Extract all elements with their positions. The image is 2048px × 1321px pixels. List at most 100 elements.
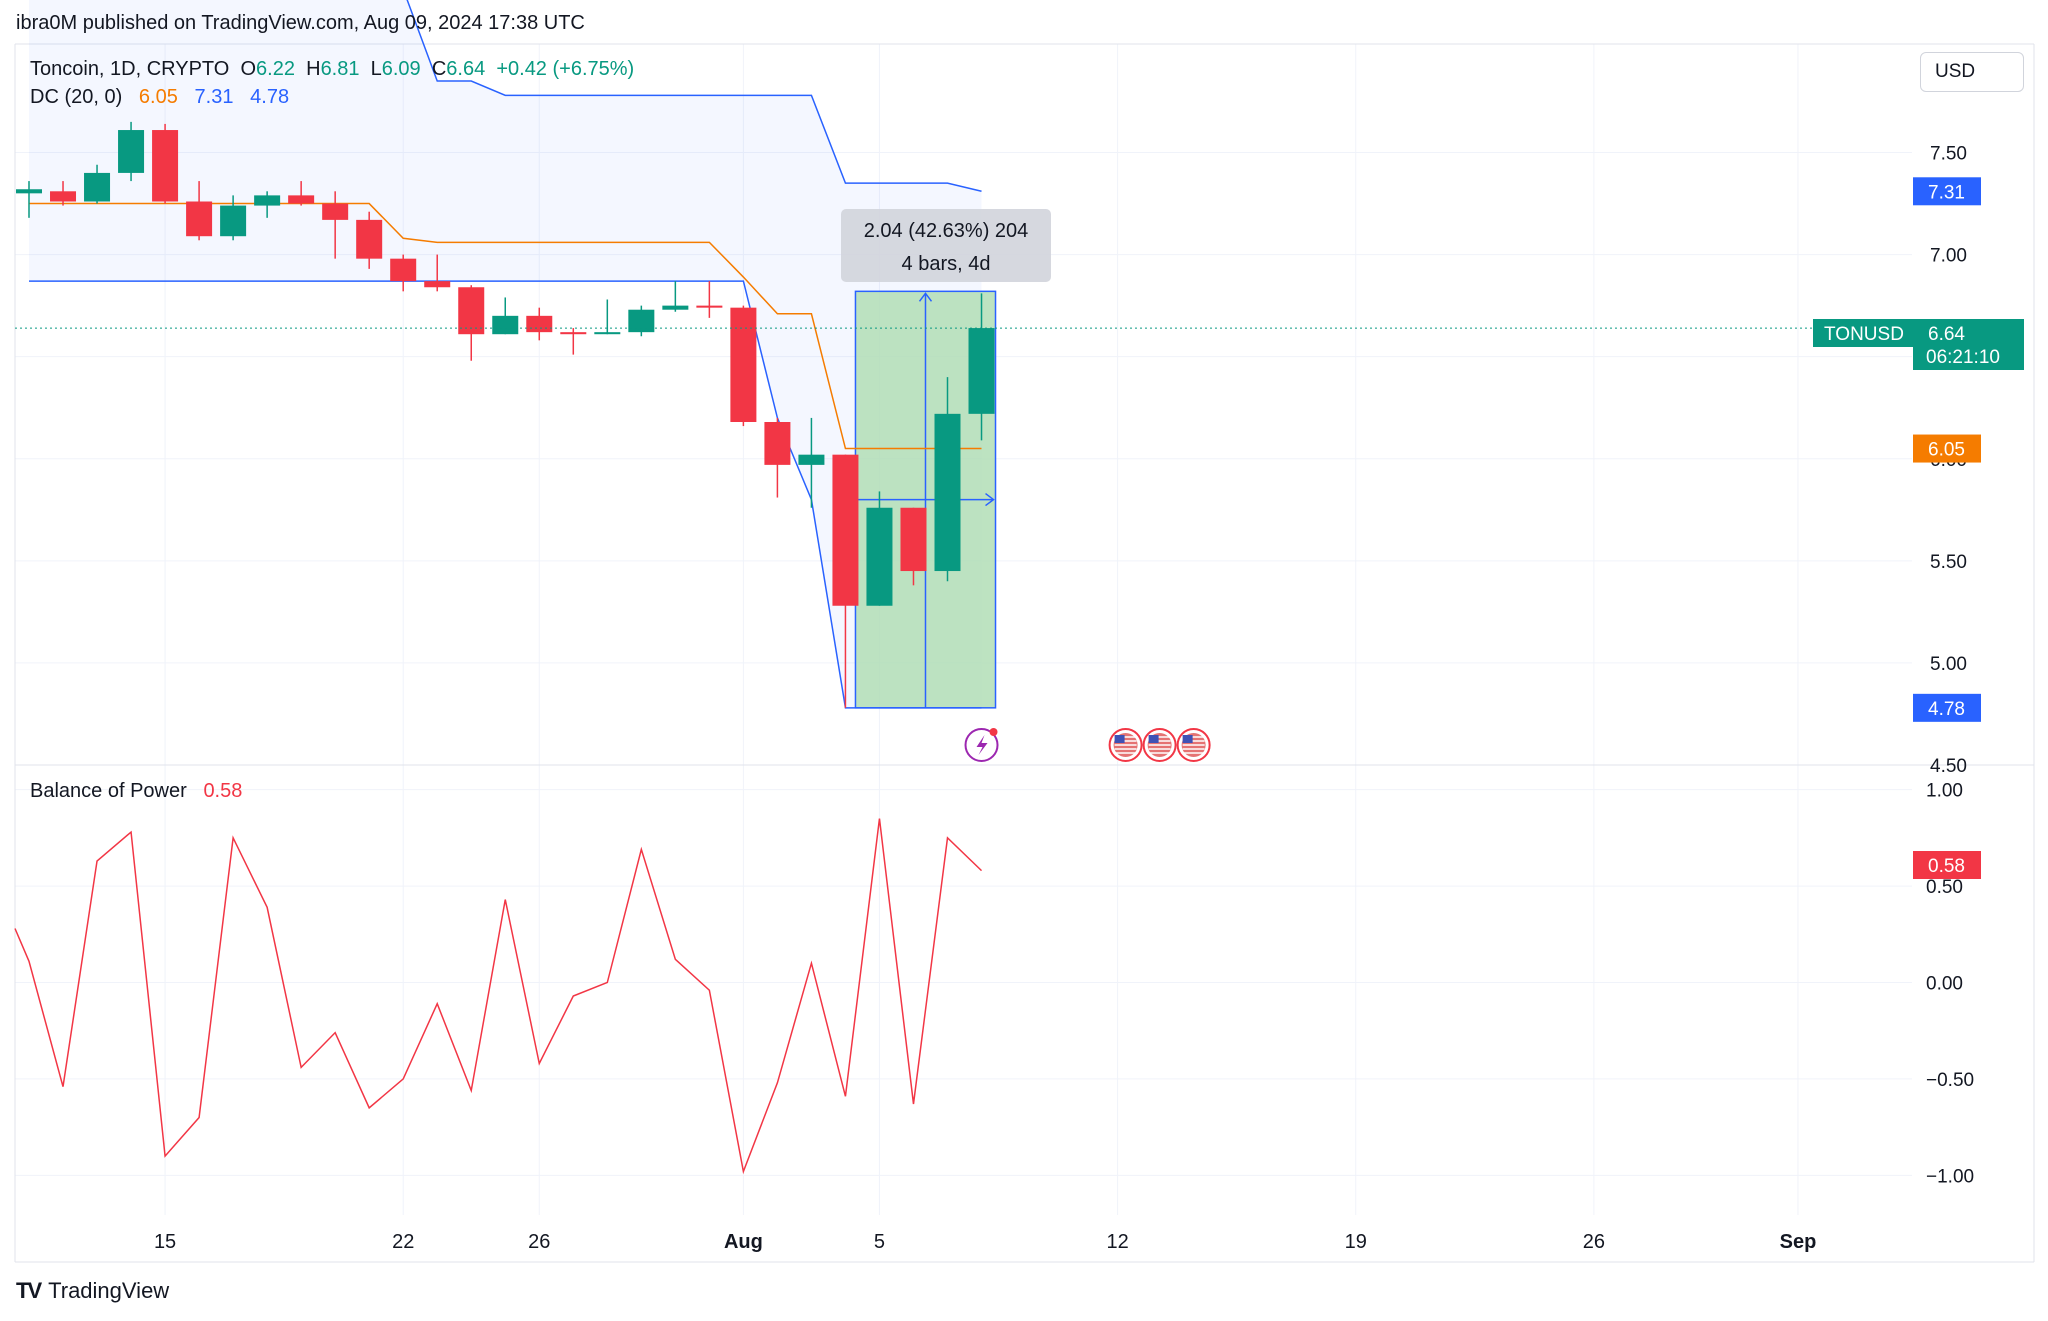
close-value: 6.64 [446,58,486,80]
candle-body [220,205,247,237]
last-price-label: 6.64 [1928,324,1965,345]
scale-value-badge [1913,434,1981,463]
candle-body [254,195,281,206]
publisher-line: ibra0M published on TradingView.com, Aug… [16,12,585,34]
symbol-name[interactable]: Toncoin, 1D, CRYPTO [30,58,230,80]
bop-tick-label: 0.00 [1926,974,1963,995]
us-flag-canton [1148,735,1159,743]
donchian-band-fill [29,0,982,708]
bop-value-badge [1913,851,1981,879]
bop-tick-label: 1.00 [1926,781,1963,802]
candle-body [934,413,961,572]
candle-body [730,307,757,422]
bop-label[interactable]: Balance of Power [30,780,187,802]
high-value: 6.81 [320,58,360,80]
bop-tick-label: 0.50 [1926,877,1963,898]
candle-body [390,258,417,282]
us-flag-canton [1114,735,1125,743]
scale-value-label: 7.31 [1928,182,1965,203]
dc-label[interactable]: DC (20, 0) [30,86,123,108]
lightning-glyph [976,735,988,755]
candle-body [764,422,791,465]
tradingview-logo-icon: TV [16,1278,42,1303]
measure-tooltip: 2.04 (42.63%) 204 4 bars, 4d [841,209,1051,282]
candle-body [662,305,689,310]
price-tick-label: 5.50 [1930,552,1967,573]
last-price-badge [1913,319,2024,370]
time-tick-label: Sep [1780,1231,1817,1253]
notification-dot [989,728,998,736]
open-value: 6.22 [256,58,295,80]
candle-body [186,201,213,237]
price-tick-label: 7.50 [1930,144,1967,165]
us-flag-canton [1182,735,1193,743]
countdown-label: 06:21:10 [1926,347,2000,368]
scale-value-badge [1913,177,1981,206]
ticker-badge[interactable] [1813,319,1915,347]
bop-line [14,818,983,1175]
donchian-upper-line [406,0,982,193]
tradingview-brand-text: TradingView [48,1278,170,1303]
candle-body [458,287,485,335]
scale-value-badge [1913,693,1981,722]
candle-body [968,328,995,414]
time-tick-label: 15 [154,1231,176,1253]
candle-body [560,332,587,335]
candle-body [152,130,179,202]
donchian-legend: DC (20, 0) 6.05 7.31 4.78 [30,86,289,109]
time-axis[interactable]: 15 22 26 Aug 5 12 19 26 Sep [154,1231,1816,1253]
ticker-label: TONUSD [1824,324,1904,345]
bop-legend: Balance of Power 0.58 [30,780,242,803]
bop-legend-value: 0.58 [203,780,243,802]
symbol-legend: Toncoin, 1D, CRYPTO O6.22 H6.81 L6.09 C6… [30,58,634,81]
candle-body [832,454,859,606]
scale-value-label: 4.78 [1928,699,1965,720]
time-tick-label: 22 [392,1231,414,1253]
candle-body [118,130,145,173]
event-markers[interactable] [964,728,1211,762]
candlestick-series [15,121,1815,708]
time-tick-label: 19 [1345,1231,1367,1253]
candle-body [322,203,349,220]
candle-body [900,507,927,572]
donchian-lower-line [29,280,982,709]
time-tick-label: 5 [874,1231,885,1253]
time-tick-label: 26 [528,1231,550,1253]
low-value: 6.09 [381,58,421,80]
grid-lines [14,43,2035,1263]
dc-mid-value: 6.05 [138,86,178,108]
candle-body [628,309,655,333]
low-label: L [370,58,382,80]
dc-upper-value: 7.31 [194,86,234,108]
tradingview-logo[interactable]: TV TradingView [16,1278,169,1304]
price-axis[interactable]: 4.505.005.506.006.507.007.50−1.00−0.500.… [1913,144,1981,1188]
candle-body [288,195,315,204]
candle-body [594,332,621,335]
bop-series [14,818,983,1175]
open-label: O [240,58,257,80]
candle-body [866,507,893,606]
candle-body [798,454,825,465]
time-tick-label: 26 [1583,1231,1605,1253]
measure-tooltip-line1: 2.04 (42.63%) 204 [864,220,1029,242]
measure-tooltip-box [841,209,1051,282]
candle-body [526,315,553,333]
candle-body [696,305,723,308]
change-value: +0.42 (+6.75%) [496,58,635,80]
bop-value-label: 0.58 [1928,856,1965,877]
high-label: H [306,58,321,80]
price-tick-label: 5.00 [1930,654,1967,675]
bop-tick-label: −1.00 [1926,1166,1974,1187]
time-tick-label: Aug [724,1231,763,1253]
candle-body [356,219,383,259]
price-tick-label: 7.00 [1930,246,1967,267]
time-tick-label: 12 [1106,1231,1128,1253]
price-tick-label: 4.50 [1930,756,1967,777]
measure-tooltip-line2: 4 bars, 4d [902,253,991,275]
currency-button[interactable]: USD [1920,52,2024,92]
dc-lower-value: 4.78 [250,86,290,108]
candle-body [84,172,111,202]
bop-tick-label: −0.50 [1926,1070,1974,1091]
scale-labels: TONUSD 6.64 06:21:10 0.58 [1813,319,2024,879]
